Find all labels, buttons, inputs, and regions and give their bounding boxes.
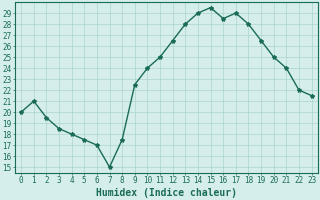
X-axis label: Humidex (Indice chaleur): Humidex (Indice chaleur) bbox=[96, 188, 237, 198]
